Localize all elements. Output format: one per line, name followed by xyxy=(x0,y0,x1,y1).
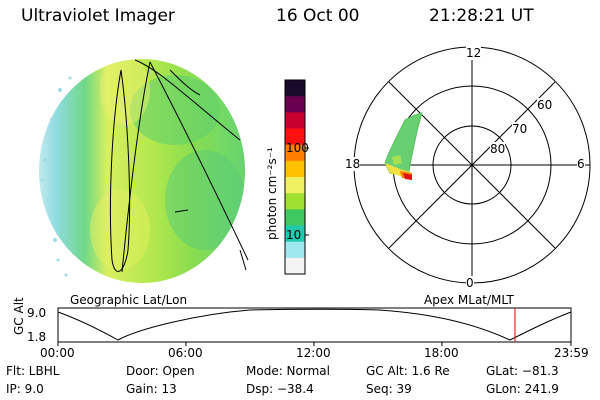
altitude-axis-title: GC Alt xyxy=(12,297,26,335)
colorbar-tick-10: 10 xyxy=(286,228,302,242)
altitude-plot-frame xyxy=(57,307,572,343)
polar-diagonal-2 xyxy=(388,81,556,249)
mlat-label-70: 70 xyxy=(512,122,528,136)
colorbar-segment xyxy=(285,112,305,129)
colorbar-segment xyxy=(285,209,305,226)
colorbar-frame xyxy=(284,79,306,275)
time-tick-1800: 18:00 xyxy=(424,346,459,360)
colorbar-segment xyxy=(285,225,305,243)
earth-disk xyxy=(39,59,245,283)
glat-info: GLat: −81.3 xyxy=(486,364,559,378)
colorbar-segment xyxy=(285,128,305,146)
mlt-label-12: 12 xyxy=(466,46,482,60)
mlt-label-18: 18 xyxy=(345,157,361,171)
seq-info: Seq: 39 xyxy=(366,382,412,396)
dsp-info: Dsp: −38.4 xyxy=(246,382,314,396)
polar-mlt-plot xyxy=(353,46,591,284)
colorbar-segment xyxy=(285,193,305,210)
door-info: Door: Open xyxy=(126,364,195,378)
gain-info: Gain: 13 xyxy=(126,382,177,396)
mlt-label-0: 0 xyxy=(466,276,474,290)
time-tick-0000: 00:00 xyxy=(40,346,75,360)
colorbar-segment xyxy=(285,177,305,194)
time-tick-1200: 12:00 xyxy=(296,346,331,360)
altitude-strip-chart xyxy=(57,307,572,346)
colorbar-segment xyxy=(285,241,305,259)
colorbar-segment xyxy=(285,257,305,275)
limb-noise xyxy=(40,76,72,277)
time-tick-0600: 06:00 xyxy=(168,346,203,360)
colorbar-tick-100: 100 xyxy=(286,141,309,155)
colorbar-unit-label: photon cm⁻²s⁻¹ xyxy=(265,147,279,240)
altitude-ytick-high: 9.0 xyxy=(27,306,47,320)
gcalt-info: GC Alt: 1.6 Re xyxy=(366,364,450,378)
mlat-label-80: 80 xyxy=(490,142,506,156)
observation-date: 16 Oct 00 xyxy=(276,6,360,26)
altitude-ytick-low: 1.8 xyxy=(27,330,47,344)
ip-info: IP: 9.0 xyxy=(6,382,44,396)
aurora-region xyxy=(384,112,423,180)
observation-time: 21:28:21 UT xyxy=(429,6,534,26)
mode-info: Mode: Normal xyxy=(246,364,330,378)
geographic-grid-lines xyxy=(109,59,249,273)
right-projection-label: Apex MLat/MLT xyxy=(424,293,514,307)
filter-info: Flt: LBHL xyxy=(6,364,60,378)
colorbar-segment xyxy=(285,144,305,162)
left-projection-label: Geographic Lat/Lon xyxy=(70,293,188,307)
colorbar-segment xyxy=(285,80,305,97)
instrument-title: Ultraviolet Imager xyxy=(21,6,175,26)
glon-info: GLon: 241.9 xyxy=(486,382,559,396)
color-scale-bar xyxy=(284,79,309,275)
altitude-curve xyxy=(57,308,572,341)
colorbar-segment xyxy=(285,160,305,178)
colorbar-segment xyxy=(285,96,305,113)
mlat-label-60: 60 xyxy=(537,98,553,112)
mlt-label-6: 6 xyxy=(577,157,585,171)
time-tick-2359: 23:59 xyxy=(554,346,589,360)
